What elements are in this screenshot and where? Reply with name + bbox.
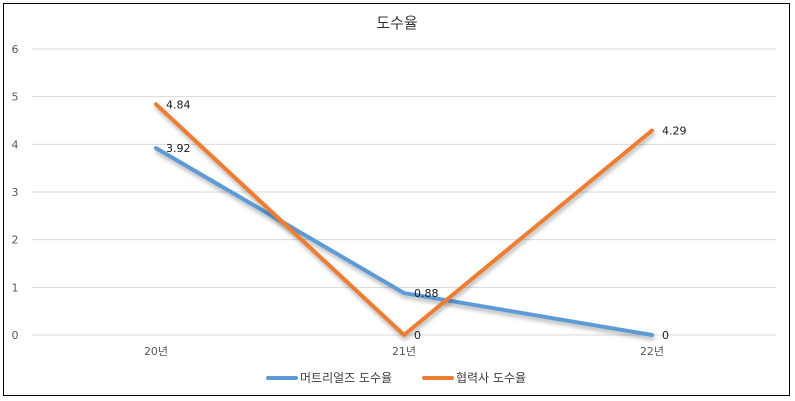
gridlines [32,48,776,336]
x-tick-label: 20년 [144,345,168,358]
chart-frame: 도수율 0 1 2 3 4 5 6 20년 21년 22년 3.92 0.88 0 4.84 0 4.29… [3,3,790,396]
data-label: 0 [662,329,669,342]
x-tick-label: 21년 [392,345,416,358]
y-tick-label: 0 [12,329,19,342]
legend-label: 머트리얼즈 도수율 [300,371,392,385]
data-label: 3.92 [166,142,191,155]
x-axis-ticks: 20년 21년 22년 [144,345,664,358]
series-lines [154,102,654,337]
y-tick-label: 5 [12,91,19,104]
data-labels: 3.92 0.88 0 4.84 0 4.29 [166,98,687,342]
line-chart: 도수율 0 1 2 3 4 5 6 20년 21년 22년 3.92 0.88 0 4.84 0 4.29… [12,14,776,385]
y-tick-label: 3 [12,186,19,199]
series-line [154,102,654,337]
y-tick-label: 4 [12,138,19,151]
chart-title: 도수율 [376,14,417,32]
y-tick-label: 1 [12,281,19,294]
y-tick-label: 2 [12,234,19,247]
data-label: 0 [414,329,421,342]
legend: 머트리얼즈 도수율 협력사 도수율 [266,371,526,385]
legend-label: 협력사 도수율 [456,371,526,385]
data-label: 4.84 [166,98,191,111]
y-tick-label: 6 [12,43,19,56]
x-tick-label: 22년 [640,345,664,358]
series-line [154,146,654,337]
data-label: 0.88 [414,287,439,300]
data-label: 4.29 [662,125,687,138]
y-axis-ticks: 0 1 2 3 4 5 6 [12,43,19,342]
